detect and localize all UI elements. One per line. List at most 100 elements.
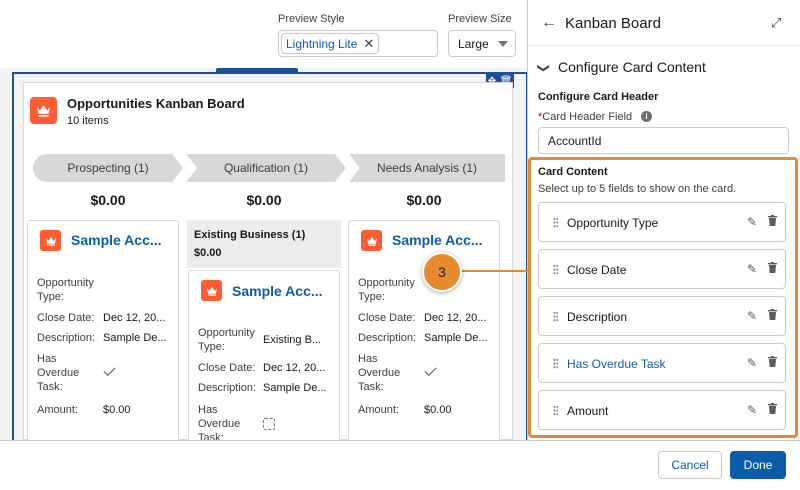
kanban-card[interactable] — [27, 220, 179, 440]
info-icon[interactable]: i — [641, 111, 652, 122]
card-content-subtitle: Select up to 5 fields to show on the car… — [538, 183, 737, 195]
drag-handle-icon[interactable] — [553, 217, 558, 228]
stage-total: $0.00 — [246, 192, 282, 208]
delete-icon[interactable]: 🗑 — [499, 75, 513, 87]
card-field-label: Close Date — [567, 263, 627, 277]
drag-handle-icon[interactable] — [553, 358, 558, 369]
delete-icon[interactable] — [768, 356, 777, 367]
field-value: Dec 12, 20... — [424, 312, 487, 324]
card-field-label: Opportunity Type — [567, 216, 659, 230]
field-label: Description: — [198, 382, 257, 394]
done-button[interactable]: Done — [730, 451, 786, 479]
field-value: Dec 12, 20... — [263, 362, 326, 374]
field-label: Description: — [37, 332, 96, 344]
drag-handle-icon[interactable] — [553, 311, 558, 322]
card-field-row[interactable]: Has Overdue Task ✎ — [538, 343, 786, 383]
callout-line — [462, 270, 530, 272]
chevron-down-icon[interactable]: ❯ — [537, 62, 552, 74]
drag-handle-icon[interactable] — [553, 264, 558, 275]
expand-icon[interactable]: ⤢ — [771, 15, 782, 30]
delete-icon[interactable] — [768, 403, 777, 414]
field-label: Amount: — [37, 404, 78, 416]
field-value: Sample De... — [103, 332, 167, 344]
preview-toolbar: Preview Style Lightning Lite ✕ Preview S… — [0, 0, 527, 68]
card-header-section-title: Configure Card Header — [538, 91, 659, 103]
field-value: $0.00 — [424, 404, 452, 416]
chevron-down-icon — [498, 41, 508, 47]
opportunity-icon — [361, 230, 382, 251]
card-content-highlight — [528, 157, 798, 438]
card-field-row[interactable]: Opportunity Type ✎ — [538, 202, 786, 242]
field-label: Opportunity Type: — [358, 277, 415, 303]
field-label: Has Overdue Task: — [37, 353, 80, 393]
delete-icon[interactable] — [768, 215, 777, 226]
group-header — [187, 220, 341, 268]
callout-badge: 3 — [422, 252, 462, 292]
card-title-link[interactable]: Sample Acc... — [71, 232, 162, 248]
move-icon[interactable]: ✥ — [487, 75, 497, 87]
preview-size-select[interactable]: Large — [448, 30, 516, 57]
opportunity-icon — [201, 280, 222, 301]
stage-needs-analysis[interactable]: Needs Analysis (1) — [349, 154, 505, 182]
board-item-count: 10 items — [67, 115, 109, 127]
preview-canvas: Preview Style Lightning Lite ✕ Preview S… — [0, 0, 528, 440]
field-label: Has Overdue Task: — [358, 353, 401, 393]
property-panel: ← Kanban Board ⤢ ❯ Configure Card Conten… — [528, 0, 800, 440]
section-title[interactable]: Configure Card Content — [558, 59, 706, 75]
delete-icon[interactable] — [768, 309, 777, 320]
card-field-row[interactable]: Amount ✎ — [538, 390, 786, 430]
stage-prospecting[interactable]: Prospecting (1) — [33, 154, 183, 182]
stage-label: Prospecting (1) — [67, 161, 149, 175]
card-field-label: Amount — [567, 404, 609, 418]
checkbox-icon — [263, 418, 275, 430]
edit-icon[interactable]: ✎ — [747, 262, 758, 276]
drag-handle-icon[interactable] — [553, 405, 558, 416]
field-label: Close Date: — [37, 312, 95, 324]
frame-tab — [216, 68, 298, 73]
required-marker: * — [538, 111, 543, 123]
field-label: Opportunity Type: — [198, 327, 255, 353]
preview-style-value: Lightning Lite — [286, 36, 358, 51]
edit-icon[interactable]: ✎ — [747, 403, 758, 417]
field-label: Amount: — [358, 404, 399, 416]
card-title-link[interactable]: Sample Acc... — [232, 283, 323, 299]
card-field-row[interactable]: Description ✎ — [538, 296, 786, 336]
stage-label: Needs Analysis (1) — [376, 161, 478, 175]
panel-title: Kanban Board — [565, 15, 661, 32]
card-header-field-input[interactable]: AccountId — [538, 127, 789, 154]
kanban-card[interactable] — [348, 220, 500, 440]
field-value: Sample De... — [424, 332, 488, 344]
card-title-link[interactable]: Sample Acc... — [392, 232, 483, 248]
stage-total: $0.00 — [90, 192, 126, 208]
panel-header: ← Kanban Board ⤢ — [528, 0, 800, 46]
edit-icon[interactable]: ✎ — [747, 309, 758, 323]
back-arrow-icon[interactable]: ← — [541, 14, 557, 31]
cancel-button[interactable]: Cancel — [658, 451, 722, 479]
field-value: Sample De... — [263, 382, 327, 394]
card-header-field-value: AccountId — [548, 133, 602, 148]
preview-style-combobox[interactable]: Lightning Lite ✕ — [278, 30, 438, 57]
preview-size-value: Large — [458, 36, 489, 51]
field-label: Description: — [358, 332, 417, 344]
opportunity-icon — [30, 97, 57, 124]
card-content-title: Card Content — [538, 166, 608, 178]
preview-style-label: Preview Style — [278, 13, 345, 25]
card-header-field-text: Card Header Field — [542, 111, 633, 123]
field-label: Close Date: — [198, 362, 256, 374]
edit-icon[interactable]: ✎ — [747, 356, 758, 370]
card-field-label: Has Overdue Task — [567, 357, 666, 371]
card-field-row[interactable]: Close Date ✎ — [538, 249, 786, 289]
edit-icon[interactable]: ✎ — [747, 215, 758, 229]
preview-style-pill[interactable]: Lightning Lite ✕ — [281, 33, 380, 54]
remove-icon[interactable]: ✕ — [363, 35, 375, 51]
stage-qualification[interactable]: Qualification (1) — [186, 154, 346, 182]
field-value: Existing B... — [263, 334, 322, 346]
delete-icon[interactable] — [768, 262, 777, 273]
card-header-field-label: *Card Header Field — [538, 111, 632, 123]
group-title: Existing Business (1) — [194, 229, 306, 241]
stage-total: $0.00 — [406, 192, 442, 208]
group-amount: $0.00 — [194, 247, 222, 259]
board-title: Opportunities Kanban Board — [67, 96, 245, 111]
field-value: Dec 12, 20... — [103, 312, 166, 324]
opportunity-icon — [40, 230, 61, 251]
